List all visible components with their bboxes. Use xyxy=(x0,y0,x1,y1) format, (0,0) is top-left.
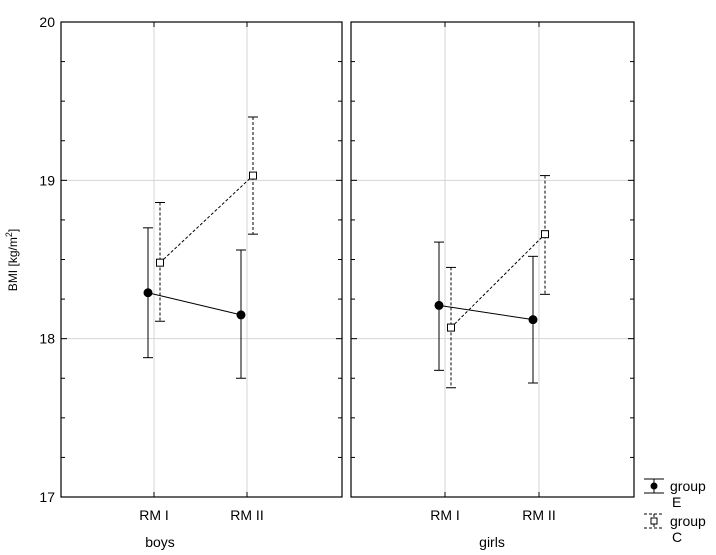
data-point-C xyxy=(249,171,257,180)
data-point-C xyxy=(447,323,455,332)
y-axis-label-base: BMI [kg/m xyxy=(6,237,20,291)
panel-frame xyxy=(60,21,343,498)
data-point-C xyxy=(156,258,164,267)
y-axis-label: BMI [kg/m2] xyxy=(4,229,20,291)
y-tick-label: 20 xyxy=(39,14,55,30)
data-point-C xyxy=(541,230,549,239)
data-point-E xyxy=(434,300,444,310)
y-tick-labels: 17 18 19 20 xyxy=(39,14,55,505)
chart-panels: RM I RM II boys RM I RM II girls xyxy=(60,21,635,550)
y-axis-label-tail: ] xyxy=(6,229,20,232)
legend-label-line2: E xyxy=(672,494,681,510)
series-line-E xyxy=(438,304,534,321)
legend-label-line1: group xyxy=(670,478,706,494)
legend-marker-C xyxy=(650,517,658,525)
panel-girls: RM I RM II girls xyxy=(350,21,635,550)
legend-label-line2: C xyxy=(672,529,682,545)
panel-frame xyxy=(350,21,635,498)
panel-boys: RM I RM II boys xyxy=(60,21,343,550)
panel-label: girls xyxy=(479,534,505,550)
y-tick-label: 17 xyxy=(39,489,55,505)
series-group-E xyxy=(143,227,246,379)
series-group-E xyxy=(434,241,538,384)
series-line-C xyxy=(450,233,546,328)
series-group-C xyxy=(155,116,258,322)
y-tick-label: 19 xyxy=(39,172,55,188)
y-tick-label: 18 xyxy=(39,331,55,347)
legend-label-line1: group xyxy=(670,513,706,529)
y-axis-label-sup: 2 xyxy=(4,232,14,237)
legend-marker-E xyxy=(650,482,658,490)
x-tick-label: RM II xyxy=(522,507,555,523)
x-tick-label: RM II xyxy=(230,507,263,523)
x-tick-label: RM I xyxy=(430,507,460,523)
x-tick-label: RM I xyxy=(139,507,169,523)
series-line-E xyxy=(147,292,242,316)
data-point-E xyxy=(528,315,538,325)
series-line-C xyxy=(159,175,254,264)
data-point-E xyxy=(143,288,153,298)
data-point-E xyxy=(236,310,246,320)
panel-label: boys xyxy=(145,534,175,550)
series-group-C xyxy=(446,175,550,389)
